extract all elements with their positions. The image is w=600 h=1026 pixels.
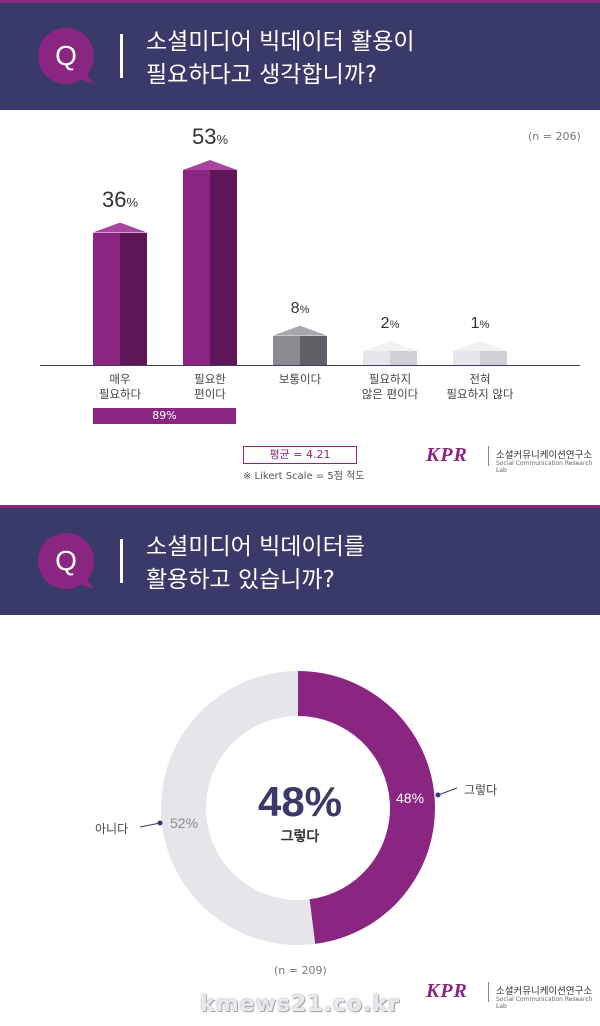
bar-value-number: 2 [380, 315, 390, 332]
bar-side [390, 351, 417, 365]
bar-value-label: 36% [90, 187, 150, 213]
donut-center-label: 그렇다 [280, 829, 320, 845]
bar-side [210, 170, 237, 365]
category-label-line: 필요하지 않다 [446, 387, 514, 401]
question-2-line2: 활용하고 있습니까? [146, 567, 335, 593]
bar-top [453, 341, 507, 351]
category-label-line: 편이다 [194, 387, 226, 401]
bar-value-label: 1% [450, 315, 510, 333]
donut-chart [139, 671, 458, 945]
category-label-line: 필요하지 [368, 372, 412, 386]
category-label-line: 전혀 [469, 372, 491, 386]
logo-name-en: Social Communication Research Lab [496, 460, 593, 474]
bar-value-label: 53% [180, 124, 240, 150]
question-2-banner: Q 소셜미디어 빅데이터를 활용하고 있습니까? [0, 505, 600, 615]
category-label: 필요한 편이다 [160, 372, 260, 402]
combined-positive-label: 89% [93, 408, 236, 424]
bar-top [183, 160, 237, 170]
category-label-line: 보통이다 [278, 372, 322, 386]
donut-center-value: 48% [257, 778, 343, 825]
bar [363, 351, 390, 365]
category-label-line: 않은 편이다 [361, 387, 419, 401]
question-badge: Q [38, 533, 94, 589]
bar-value-label: 8% [270, 300, 330, 318]
sample-size-2: (n = 209) [274, 964, 327, 977]
legend-yes-leader-dot [435, 792, 441, 798]
slice-no-value: 52% [170, 815, 199, 831]
logo-divider [488, 446, 489, 466]
question-1-line1: 소셜미디어 빅데이터 활용이 [146, 29, 415, 55]
category-label-line: 필요하다 [98, 387, 142, 401]
bar-value-unit: % [389, 319, 400, 331]
bar-value-number: 1 [470, 315, 480, 332]
kpr-logo: KPR [426, 980, 468, 1002]
logo-divider [488, 982, 489, 1002]
category-label: 전혀 필요하지 않다 [430, 372, 530, 402]
question-2-line1: 소셜미디어 빅데이터를 [146, 534, 365, 560]
donut-slice [298, 671, 436, 944]
bar [273, 335, 300, 365]
question-1-line2: 필요하다고 생각합니까? [146, 62, 378, 88]
sample-size-1: (n = 206) [528, 130, 581, 143]
mean-score-box: 평균 = 4.21 [243, 446, 357, 464]
banner-divider [120, 539, 123, 583]
question-2-text: 소셜미디어 빅데이터를 활용하고 있습니까? [146, 531, 365, 597]
bar [93, 232, 120, 365]
bar-value-unit: % [299, 303, 310, 316]
bar-value-unit: % [126, 194, 139, 210]
bar [453, 351, 480, 365]
bar-value-unit: % [479, 319, 490, 331]
legend-no-leader [139, 822, 161, 828]
banner-divider [120, 34, 123, 78]
bar-value-unit: % [216, 132, 229, 147]
legend-no-leader-dot [157, 820, 163, 826]
category-label: 보통이다 [250, 372, 350, 387]
logo-name-kr: 소셜커뮤니케이션연구소 [496, 450, 593, 461]
bar-side [300, 335, 327, 365]
legend-yes-leader [437, 787, 458, 796]
kpr-logo: KPR [426, 444, 468, 466]
banner-accent-line [0, 0, 600, 3]
slice-yes-value: 48% [396, 790, 425, 806]
bar-top [273, 325, 327, 336]
bar-value-number: 53 [191, 124, 217, 149]
question-1-banner: Q 소셜미디어 빅데이터 활용이 필요하다고 생각합니까? [0, 0, 600, 110]
category-label: 필요하지 않은 편이다 [340, 372, 440, 402]
chart-baseline [40, 365, 580, 366]
legend-yes-label: 그렇다 [464, 783, 498, 797]
legend-no-label: 아니다 [95, 822, 129, 836]
bar-top [363, 341, 417, 351]
category-label-line: 필요한 [194, 372, 226, 386]
bar-value-label: 2% [360, 315, 420, 333]
bar-value-number: 8 [290, 299, 300, 317]
question-1-text: 소셜미디어 빅데이터 활용이 필요하다고 생각합니까? [146, 26, 415, 92]
logo-name-en: Social Communication Research Lab [496, 996, 593, 1010]
bar-top [93, 222, 147, 233]
donut-slice [161, 671, 316, 945]
likert-scale-note: ※ Likert Scale = 5점 척도 [243, 471, 365, 482]
logo-name-kr: 소셜커뮤니케이션연구소 [496, 986, 593, 997]
category-label-line: 매우 [109, 372, 131, 386]
banner-accent-line [0, 505, 600, 508]
bar [183, 170, 210, 365]
bar-side [480, 351, 507, 365]
bar-value-number: 36 [101, 186, 127, 212]
bar-side [120, 232, 147, 365]
category-label: 매우 필요하다 [70, 372, 170, 402]
question-badge: Q [38, 28, 94, 84]
source-watermark: kmews21.co.kr [200, 992, 400, 1017]
